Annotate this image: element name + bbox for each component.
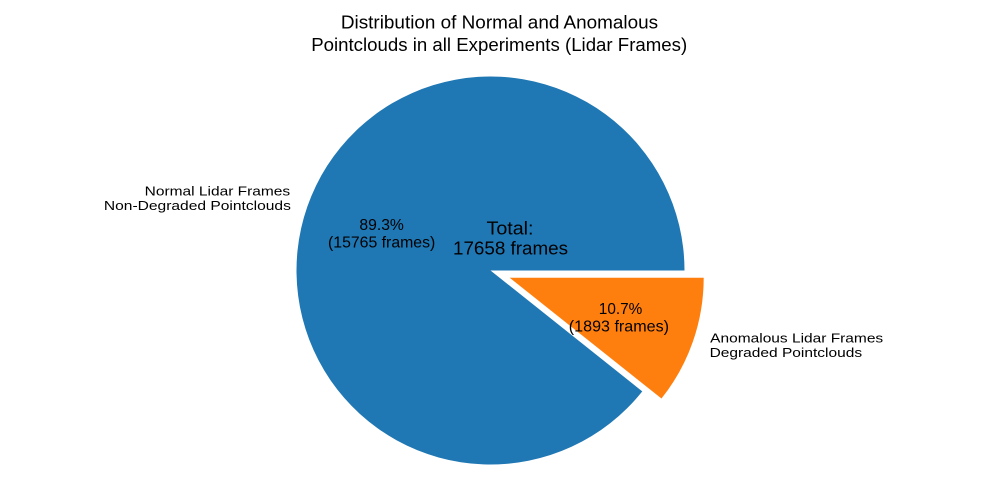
svg-text:89.3%: 89.3% xyxy=(359,217,404,234)
svg-text:Distribution of Normal and Ano: Distribution of Normal and Anomalous xyxy=(341,11,658,32)
svg-text:17658 frames: 17658 frames xyxy=(453,238,568,259)
svg-text:(1893 frames): (1893 frames) xyxy=(569,319,669,336)
svg-text:Total:: Total: xyxy=(487,217,534,238)
svg-text:Anomalous Lidar Frames: Anomalous Lidar Frames xyxy=(710,330,884,345)
svg-text:(15765 frames): (15765 frames) xyxy=(328,234,435,251)
svg-text:10.7%: 10.7% xyxy=(599,301,643,318)
svg-text:Non-Degraded Pointclouds: Non-Degraded Pointclouds xyxy=(104,198,292,213)
svg-text:Normal Lidar Frames: Normal Lidar Frames xyxy=(145,184,291,199)
svg-text:Pointclouds in all Experiments: Pointclouds in all Experiments (Lidar Fr… xyxy=(311,34,687,55)
svg-text:Degraded Pointclouds: Degraded Pointclouds xyxy=(710,345,863,360)
